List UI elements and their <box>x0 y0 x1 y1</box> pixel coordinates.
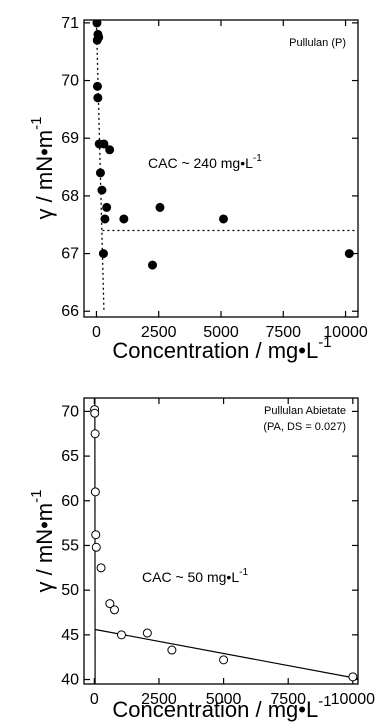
data-point <box>98 249 108 259</box>
legend-label-line2: (PA, DS = 0.027) <box>263 421 346 433</box>
x-axis-label-sup: -1 <box>318 693 331 710</box>
x-tick-label: 10000 <box>323 324 368 341</box>
y-axis-label: γ / mN•m-1 <box>28 490 57 593</box>
cac-annotation-sup: -1 <box>239 567 248 578</box>
x-tick-label: 5000 <box>203 324 239 341</box>
y-tick-label: 66 <box>61 303 79 320</box>
x-tick-label: 7500 <box>270 691 306 708</box>
x-tick-label: 5000 <box>206 691 242 708</box>
data-point <box>218 214 228 224</box>
x-tick-label: 2500 <box>141 324 177 341</box>
data-point <box>100 214 110 224</box>
data-point <box>110 605 120 615</box>
data-point <box>90 408 100 418</box>
y-tick-label: 70 <box>61 403 79 420</box>
cac-annotation: CAC ~ 240 mg•L-1 <box>148 153 262 171</box>
data-point <box>92 81 102 91</box>
y-tick-label: 55 <box>61 537 79 554</box>
data-point <box>119 214 129 224</box>
y-tick-label: 71 <box>61 15 79 32</box>
x-tick-label: 7500 <box>265 324 301 341</box>
y-tick-label: 69 <box>61 130 79 147</box>
plot-area <box>90 398 358 684</box>
x-axis-label: Concentration / mg•L-1 <box>112 693 331 722</box>
data-point <box>344 249 354 259</box>
data-point <box>96 563 106 573</box>
data-point <box>142 628 152 638</box>
data-point <box>105 145 115 155</box>
x-tick-label: 0 <box>90 691 99 708</box>
legend-label: Pullulan (P) <box>289 37 346 49</box>
y-tick-label: 67 <box>61 246 79 263</box>
x-tick-label: 0 <box>92 324 101 341</box>
y-tick-label: 60 <box>61 493 79 510</box>
data-point <box>95 168 105 178</box>
data-point <box>91 542 101 552</box>
y-tick-label: 40 <box>61 672 79 689</box>
fit-line <box>95 22 105 312</box>
data-point <box>92 20 102 28</box>
data-point <box>116 630 126 640</box>
chart-panel-2: 0 2500 5000 7500 10000 40 45 50 55 60 65 70 CAC ~ 50… <box>28 397 376 722</box>
data-point <box>90 429 100 439</box>
data-point <box>97 185 107 195</box>
plot-frame <box>83 397 359 685</box>
cac-annotation: CAC ~ 50 mg•L-1 <box>142 567 248 585</box>
chart-panel-1: 0 2500 5000 7500 10000 66 67 68 69 70 71 CAC ~ 240 … <box>28 15 368 363</box>
data-point <box>219 655 229 665</box>
data-point <box>90 487 100 497</box>
y-axis-label: γ / mN•m-1 <box>28 117 57 220</box>
x-axis-label-sup: -1 <box>318 334 331 351</box>
data-point <box>93 93 103 103</box>
data-point <box>92 35 102 45</box>
data-point <box>348 672 358 682</box>
y-tick-label: 68 <box>61 188 79 205</box>
data-point <box>148 260 157 270</box>
data-point <box>167 645 177 655</box>
cac-annotation-sup: -1 <box>253 153 262 164</box>
y-tick-label: 65 <box>61 448 79 465</box>
y-axis-label-sup: -1 <box>28 117 45 130</box>
data-point <box>99 139 109 149</box>
y-tick-label: 45 <box>61 627 79 644</box>
y-axis-label-sup: -1 <box>28 490 45 503</box>
data-point <box>91 530 101 540</box>
x-axis-label: Concentration / mg•L-1 <box>112 334 331 363</box>
plot-area <box>92 20 358 312</box>
x-tick-label: 10000 <box>331 691 376 708</box>
legend-label-line1: Pullulan Abietate <box>264 405 346 417</box>
data-point <box>105 599 115 609</box>
fit-line <box>95 628 358 680</box>
y-tick-label: 70 <box>61 73 79 90</box>
y-tick-label: 50 <box>61 582 79 599</box>
data-point <box>155 202 165 212</box>
data-point <box>102 202 112 212</box>
x-tick-label: 2500 <box>141 691 177 708</box>
